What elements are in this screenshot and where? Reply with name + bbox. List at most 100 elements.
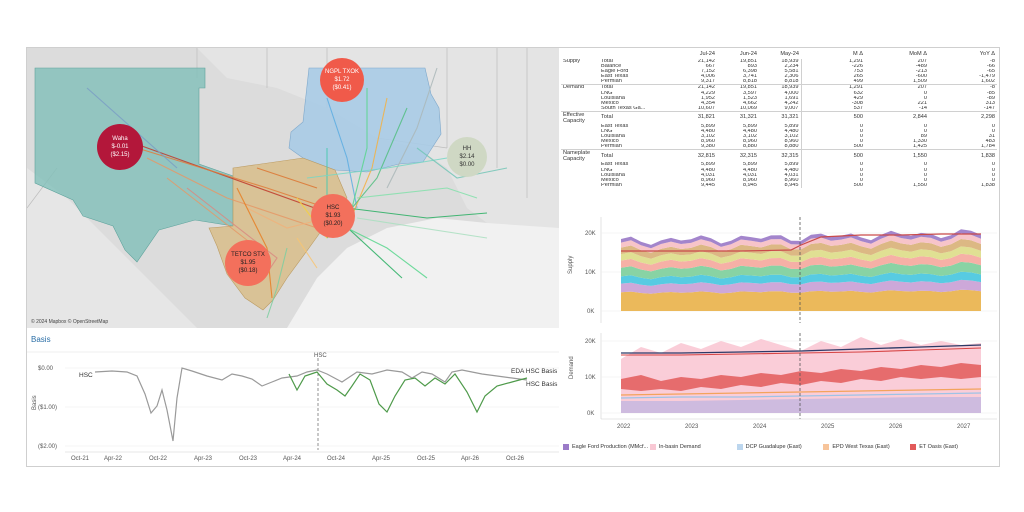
table-cell: 2,306 <box>784 74 799 80</box>
col-header[interactable]: May-24 <box>780 50 799 57</box>
hub-price: $1.95 <box>240 260 256 266</box>
table-cell: 1,784 <box>981 144 995 150</box>
table-cell: -213 <box>915 69 927 75</box>
col-header[interactable]: Jul-24 <box>699 50 715 57</box>
demand-x-tick: 2023 <box>685 424 699 430</box>
hsc-basis-label: HSC Basis <box>526 381 558 388</box>
chart-legend: Eagle Ford Production (MMcf... In-basin … <box>563 441 997 453</box>
table-row: East Texas 5,899 5,899 5,899 0 0 0 <box>561 123 997 130</box>
table-cell: 4,031 <box>701 172 715 178</box>
legend-swatch <box>823 444 830 450</box>
row-label: Total <box>599 110 655 124</box>
supply-y-label: Supply <box>568 256 574 274</box>
table-cell: 667 <box>705 64 715 70</box>
table-cell: 0 <box>991 172 995 178</box>
col-header[interactable]: MoM Δ <box>909 50 927 57</box>
table-cell: 7,152 <box>701 69 715 75</box>
supply-total-line <box>621 233 981 252</box>
table-cell: 8,945 <box>743 182 757 188</box>
supply-band <box>621 253 981 272</box>
table-cell: 4,354 <box>701 100 715 106</box>
table-row: Eagle Ford 7,152 6,398 5,581 753 -213 -65 <box>561 69 997 75</box>
row-label: Permian <box>601 79 622 85</box>
row-label: LNG <box>601 129 613 135</box>
table-cell: 5,899 <box>701 162 715 168</box>
table-cell: 8,818 <box>784 79 799 85</box>
table-cell: 0 <box>923 123 927 129</box>
legend-item[interactable]: EPD West Texas (East) <box>823 441 910 453</box>
table-cell: 0 <box>923 90 927 96</box>
hub-tetco-stx[interactable]: TETCO STX $1.95 ($0.18) <box>225 240 271 286</box>
table-cell: 31,321 <box>759 110 801 124</box>
row-label: Louisiana <box>601 134 625 140</box>
table-cell: 5,899 <box>743 123 757 129</box>
hub-price: $1.93 <box>325 213 341 219</box>
demand-x-tick: 2027 <box>957 424 971 430</box>
legend-item[interactable]: DCP Guadalupe (East) <box>736 441 824 453</box>
legend-item[interactable]: In-basin Demand <box>649 441 737 453</box>
supply-demand-table: Jul-24 Jun-24 May-24 M Δ MoM Δ YoY Δ Sup… <box>561 50 997 208</box>
legend-swatch <box>563 444 569 450</box>
table-row: Mexico 4,354 4,662 4,242 -308 221 313 <box>561 100 997 106</box>
table-cell: 4,480 <box>784 129 799 135</box>
table-cell: 207 <box>865 84 929 91</box>
table-cell: -89 <box>986 95 995 101</box>
hub-hh[interactable]: HH $2.14 $0.00 <box>447 137 487 177</box>
table-cell: 893 <box>747 64 757 70</box>
table-cell: 537 <box>800 105 865 112</box>
basis-x-tick: Oct-26 <box>506 456 525 462</box>
table-cell: -489 <box>915 64 927 70</box>
table-row: Supply Total 21,142 19,851 18,939 1,291 207 -8 <box>561 59 997 65</box>
orange-demand-line <box>620 388 982 396</box>
basis-y-tick: ($1.00) <box>38 405 57 411</box>
col-header[interactable]: YoY Δ <box>979 50 995 57</box>
pipeline-map[interactable]: NGPL TXOK $1.72 ($0.41) Waha $-0.01 ($2.… <box>27 48 559 328</box>
table-cell: 19,851 <box>739 59 757 64</box>
table-cell: 0 <box>991 177 995 183</box>
hub-hsc[interactable]: HSC $1.93 ($0.20) <box>311 194 355 238</box>
supply-y-tick: 20K <box>585 231 596 237</box>
table-cell: 429 <box>800 95 865 101</box>
hub-price: $1.72 <box>334 77 350 83</box>
table-cell: 0 <box>923 129 927 135</box>
basis-chart[interactable]: HSC Basis $0.00 ($1.00) ($2.00) HSC EDA … <box>27 346 559 466</box>
hub-ngpl-txok[interactable]: NGPL TXOK $1.72 ($0.41) <box>320 58 364 102</box>
table-cell: 0 <box>923 177 927 183</box>
navy-demand-line <box>621 344 982 354</box>
legend-item[interactable]: Eagle Ford Production (MMcf... <box>563 441 650 453</box>
col-header[interactable]: M Δ <box>853 50 863 57</box>
legend-item[interactable]: ET Oasis (East) <box>910 441 997 453</box>
row-label: Mexico <box>601 139 619 145</box>
supply-y-tick: 10K <box>585 270 596 276</box>
table-cell: 753 <box>800 69 865 75</box>
table-row: LNG 4,480 4,480 4,480 0 0 0 <box>561 167 997 173</box>
table-cell: 5,581 <box>784 69 799 75</box>
table-cell: -66 <box>986 64 995 70</box>
table-row: Demand Total 21,142 19,851 18,939 1,291 207 -8 <box>561 84 997 91</box>
table-cell: 1,523 <box>743 95 757 101</box>
table-cell: 8,960 <box>743 139 757 145</box>
table-cell: 9,007 <box>784 105 799 111</box>
table-cell: 1,691 <box>784 95 799 101</box>
supply-chart[interactable]: Supply 20K 10K 0K <box>561 211 997 329</box>
demand-y-label: Demand <box>569 356 575 379</box>
row-label: Permian <box>601 182 622 188</box>
table-cell: 8,960 <box>784 139 799 145</box>
col-header[interactable]: Jun-24 <box>739 50 757 57</box>
supply-band <box>621 246 981 265</box>
table-cell: 3,741 <box>743 74 757 80</box>
demand-chart[interactable]: Demand 20K 10K 0K 2022 2023 2024 2025 20… <box>561 331 997 441</box>
row-label: LNG <box>601 90 613 96</box>
legend-label: EPD West Texas (East) <box>832 444 890 450</box>
table-cell: 265 <box>800 74 865 80</box>
table-cell: 313 <box>985 100 995 106</box>
basis-x-tick: Oct-23 <box>239 456 258 462</box>
hub-name: NGPL TXOK <box>324 69 359 75</box>
row-label: LNG <box>601 167 613 173</box>
et-oasis-band <box>621 363 981 391</box>
table-row: Permian 9,380 8,880 8,880 500 1,425 1,784 <box>561 144 997 150</box>
table-cell: 500 <box>800 144 865 150</box>
hub-waha[interactable]: Waha $-0.01 ($2.15) <box>97 124 143 170</box>
table-cell: 4,480 <box>701 129 715 135</box>
map-attribution: © 2024 Mapbox © OpenStreetMap <box>31 319 109 325</box>
